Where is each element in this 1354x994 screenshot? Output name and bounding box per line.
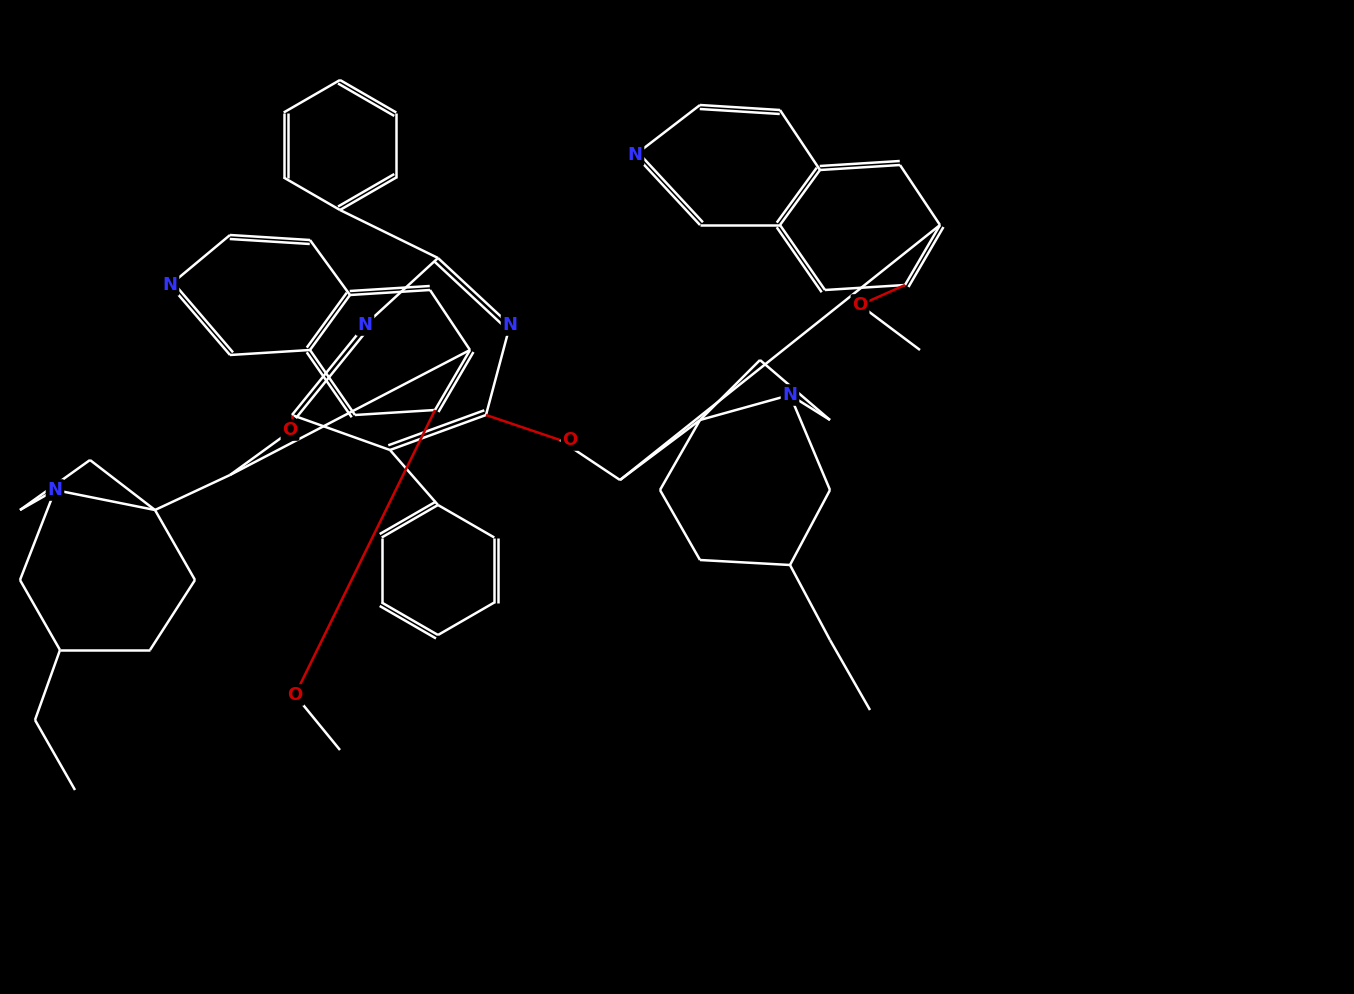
Text: N: N — [502, 316, 517, 334]
Text: O: O — [562, 431, 578, 449]
Text: N: N — [783, 386, 798, 404]
Text: O: O — [853, 296, 868, 314]
Text: N: N — [162, 276, 177, 294]
Text: N: N — [357, 316, 372, 334]
Text: O: O — [287, 686, 303, 704]
Text: N: N — [627, 146, 643, 164]
Text: O: O — [283, 421, 298, 439]
Text: N: N — [47, 481, 62, 499]
